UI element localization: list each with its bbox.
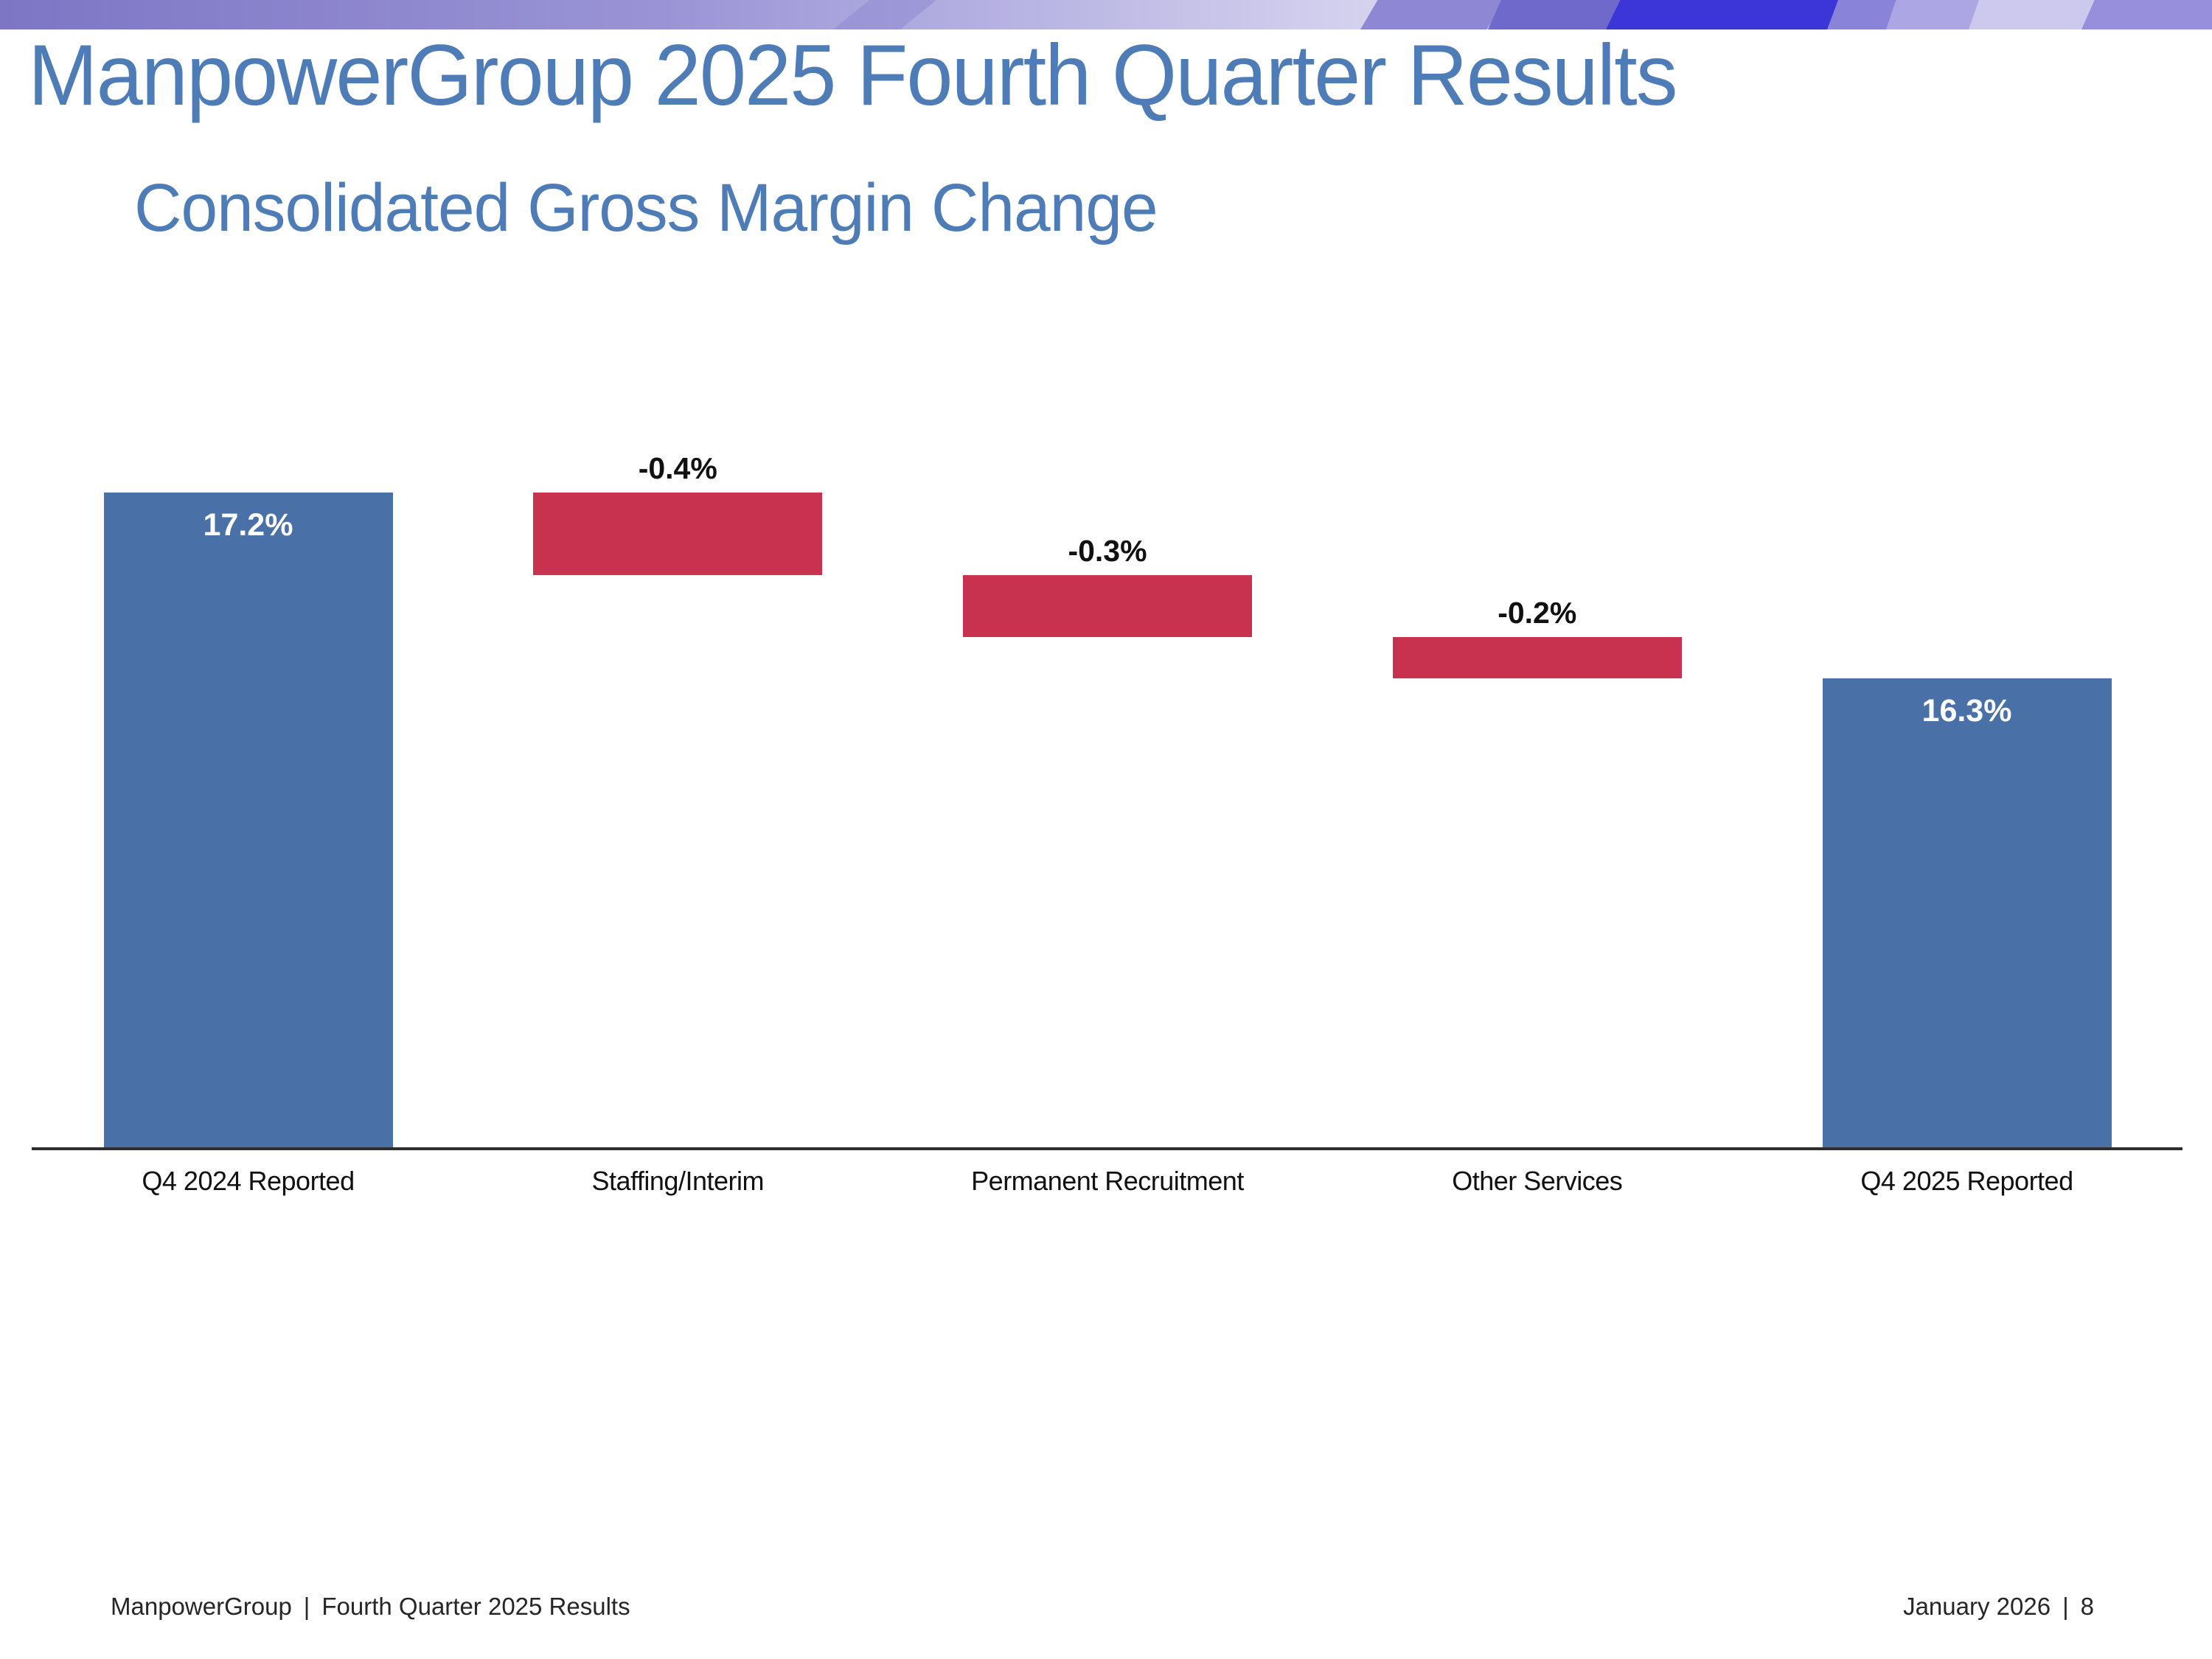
bar-q4-2024-reported: 17.2% (103, 493, 393, 1147)
bar-staffing-interim (533, 493, 823, 576)
footer-left-text: Fourth Quarter 2025 Results (321, 1593, 630, 1620)
axis-label-q4-2024-reported: Q4 2024 Reported (142, 1166, 355, 1196)
slide-title: ManpowerGroup 2025 Fourth Quarter Result… (28, 27, 1677, 123)
bar-permanent-recruitment (963, 575, 1252, 638)
banner-facet (1886, 0, 1986, 29)
banner-facet (1488, 0, 1621, 29)
top-banner (0, 0, 2212, 29)
banner-facet (1360, 0, 1504, 29)
bar-other-services (1392, 637, 1682, 679)
banner-facet (1606, 0, 1846, 29)
footer-separator: | (2062, 1593, 2069, 1620)
footer-page-number: 8 (2080, 1593, 2094, 1620)
footer-date: January 2026 (1903, 1593, 2051, 1620)
value-label-permanent-recruitment: -0.3% (1068, 534, 1147, 568)
axis-label-permanent-recruitment: Permanent Recruitment (971, 1166, 1244, 1196)
footer-right: January 2026 | 8 (1903, 1593, 2094, 1621)
value-label-other-services: -0.2% (1498, 596, 1577, 630)
bar-q4-2025-reported: 16.3% (1822, 678, 2112, 1147)
axis-label-other-services: Other Services (1452, 1166, 1623, 1196)
footer-separator: | (303, 1593, 310, 1620)
slide-subtitle: Consolidated Gross Margin Change (134, 170, 1158, 246)
footer-left: ManpowerGroup | Fourth Quarter 2025 Result… (111, 1593, 630, 1621)
footer-brand: ManpowerGroup (111, 1593, 292, 1620)
value-label-q4-2025-reported: 16.3% (1921, 693, 2012, 729)
banner-facet (2081, 0, 2212, 29)
banner-facet (1969, 0, 2098, 29)
axis-label-staffing-interim: Staffing/Interim (591, 1166, 765, 1196)
axis-label-q4-2025-reported: Q4 2025 Reported (1860, 1166, 2073, 1196)
value-label-staffing-interim: -0.4% (638, 451, 717, 486)
value-label-q4-2024-reported: 17.2% (203, 507, 293, 543)
x-axis-line (32, 1147, 2183, 1150)
